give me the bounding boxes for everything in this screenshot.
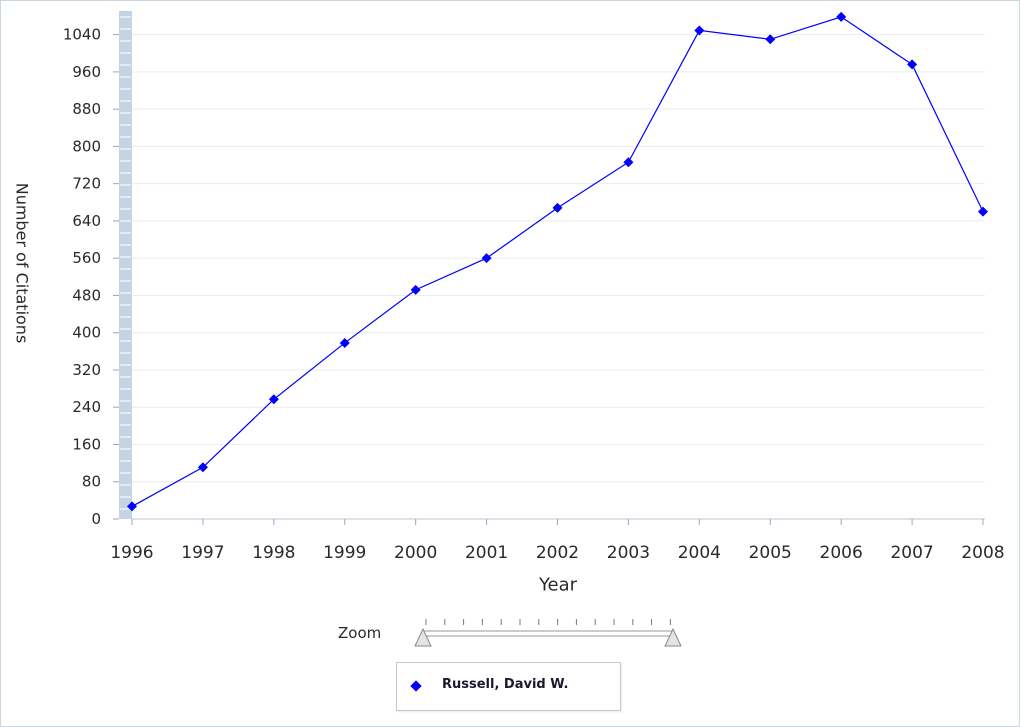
data-point[interactable] xyxy=(127,501,137,512)
data-point[interactable] xyxy=(197,462,208,473)
y-tick-label: 560 xyxy=(72,249,101,267)
y-tick-label: 1040 xyxy=(63,26,101,44)
gridlines xyxy=(132,34,985,483)
y-tick-label: 320 xyxy=(72,361,101,379)
series-line xyxy=(131,16,984,507)
x-tick-label: 2002 xyxy=(536,543,579,563)
x-axis-ticks: 1996 1997 1998 1999 2000 2001 2002 2003 2004 2005… xyxy=(110,519,1005,563)
data-point[interactable] xyxy=(765,34,776,45)
y-axis-label: Number of Citations xyxy=(12,182,32,344)
zoom-slider-track[interactable] xyxy=(422,630,674,637)
y-tick-label: 960 xyxy=(72,63,101,81)
scrollbar-ticks xyxy=(120,16,131,510)
y-tick-label: 880 xyxy=(72,100,101,118)
x-tick-label: 1999 xyxy=(323,543,366,563)
x-tick-label: 2000 xyxy=(394,543,437,563)
y-tick-label: 720 xyxy=(72,175,101,193)
legend-diamond-icon xyxy=(410,680,422,692)
zoom-slider[interactable] xyxy=(414,619,682,647)
data-points xyxy=(127,11,988,512)
y-tick-label: 640 xyxy=(72,212,101,230)
data-point[interactable] xyxy=(907,59,918,70)
data-point[interactable] xyxy=(339,337,350,348)
legend[interactable]: Russell, David W. xyxy=(396,662,621,711)
zoom-slider-ticks xyxy=(425,619,671,625)
y-tick-label: 160 xyxy=(72,435,101,453)
data-point[interactable] xyxy=(268,394,279,405)
x-tick-label: 2004 xyxy=(678,543,721,563)
y-tick-label: 800 xyxy=(72,137,101,155)
x-axis-label: Year xyxy=(538,574,578,596)
zoom-label: Zoom xyxy=(338,624,382,642)
data-point[interactable] xyxy=(694,25,705,36)
x-tick-label: 1998 xyxy=(252,543,295,563)
data-point[interactable] xyxy=(552,202,563,213)
y-tick-label: 480 xyxy=(72,286,101,304)
x-tick-label: 2001 xyxy=(465,543,508,563)
x-tick-label: 2003 xyxy=(607,543,650,563)
y-tick-label: 240 xyxy=(72,398,101,416)
data-point[interactable] xyxy=(836,11,847,22)
data-point[interactable] xyxy=(410,284,421,295)
zoom-left-handle[interactable] xyxy=(414,627,432,647)
x-tick-label: 1996 xyxy=(110,543,153,563)
legend-series-label: Russell, David W. xyxy=(442,677,569,692)
y-tick-label: 0 xyxy=(91,510,101,528)
x-tick-label: 2006 xyxy=(820,543,863,563)
x-tick-label: 2008 xyxy=(961,543,1004,563)
data-point[interactable] xyxy=(978,206,988,217)
y-axis-ticks: 0 80 160 240 320 400 480 560 640 720 800 880 960 1040 xyxy=(63,26,119,528)
x-tick-label: 1997 xyxy=(181,543,224,563)
data-point[interactable] xyxy=(481,253,492,264)
x-tick-label: 2007 xyxy=(890,543,933,563)
y-tick-label: 400 xyxy=(72,324,101,342)
y-axis-scrollbar[interactable] xyxy=(119,11,132,519)
y-tick-label: 80 xyxy=(82,473,101,491)
data-point[interactable] xyxy=(623,157,634,168)
x-tick-label: 2005 xyxy=(749,543,792,563)
zoom-right-handle[interactable] xyxy=(664,627,682,647)
